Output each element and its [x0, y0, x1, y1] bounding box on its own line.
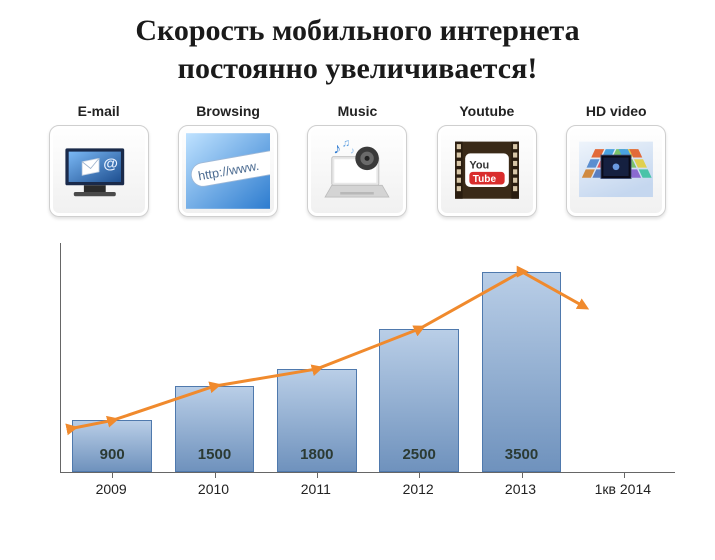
chart-plot-area: 900 1500 1800 2500 3500: [61, 243, 675, 472]
category-label: E-mail: [78, 103, 120, 119]
category-row: E-mail @ Browsing: [0, 93, 715, 217]
browsing-icon: http://www.: [186, 133, 270, 209]
hdvideo-icon: [574, 133, 658, 209]
category-label: Browsing: [196, 103, 260, 119]
svg-text:You: You: [469, 159, 489, 171]
category-card: @: [49, 125, 149, 217]
category-card: You Tube: [437, 125, 537, 217]
category-music: Music ♪ ♫ ♪: [302, 103, 412, 217]
chart-bar: 2500: [379, 329, 459, 472]
x-axis-label: 2011: [301, 481, 331, 497]
category-card: [566, 125, 666, 217]
speed-chart: 900 1500 1800 2500 3500: [60, 243, 675, 473]
bar-value-label: 1500: [176, 446, 254, 463]
youtube-icon: You Tube: [445, 133, 529, 209]
title-line-1: Скорость мобильного интернета: [20, 12, 695, 50]
category-label: Youtube: [459, 103, 514, 119]
category-youtube: Youtube You Tube: [432, 103, 542, 217]
chart-bar: 3500: [482, 272, 562, 472]
x-axis-labels: 2009 2010 2011 2012 2013 1кв 2014: [60, 481, 675, 501]
svg-text:Tube: Tube: [473, 174, 497, 185]
x-axis-label: 2010: [198, 481, 229, 497]
category-label: HD video: [586, 103, 647, 119]
category-hdvideo: HD video: [561, 103, 671, 217]
x-axis-label: 2012: [403, 481, 434, 497]
category-browsing: Browsing http://www.: [173, 103, 283, 217]
chart-bar: 1500: [175, 386, 255, 472]
x-axis-label: 2009: [96, 481, 127, 497]
svg-text:♪: ♪: [351, 145, 356, 155]
bar-value-label: 900: [73, 446, 151, 463]
category-card: ♪ ♫ ♪: [307, 125, 407, 217]
svg-text:@: @: [103, 155, 118, 172]
chart-bar: 1800: [277, 369, 357, 472]
email-icon: @: [57, 133, 141, 209]
svg-text:♫: ♫: [342, 138, 350, 150]
bar-value-label: 1800: [278, 446, 356, 463]
x-axis-label: 1кв 2014: [595, 481, 651, 497]
chart-bar: 900: [72, 420, 152, 472]
music-icon: ♪ ♫ ♪: [315, 133, 399, 209]
category-card: http://www.: [178, 125, 278, 217]
x-axis-label: 2013: [505, 481, 536, 497]
bar-value-label: 2500: [380, 446, 458, 463]
bar-value-label: 3500: [483, 446, 561, 463]
category-label: Music: [338, 103, 378, 119]
svg-text:♪: ♪: [334, 140, 342, 157]
title-line-2: постоянно увеличивается!: [20, 50, 695, 88]
page-title: Скорость мобильного интернета постоянно …: [0, 0, 715, 93]
category-email: E-mail @: [44, 103, 154, 217]
